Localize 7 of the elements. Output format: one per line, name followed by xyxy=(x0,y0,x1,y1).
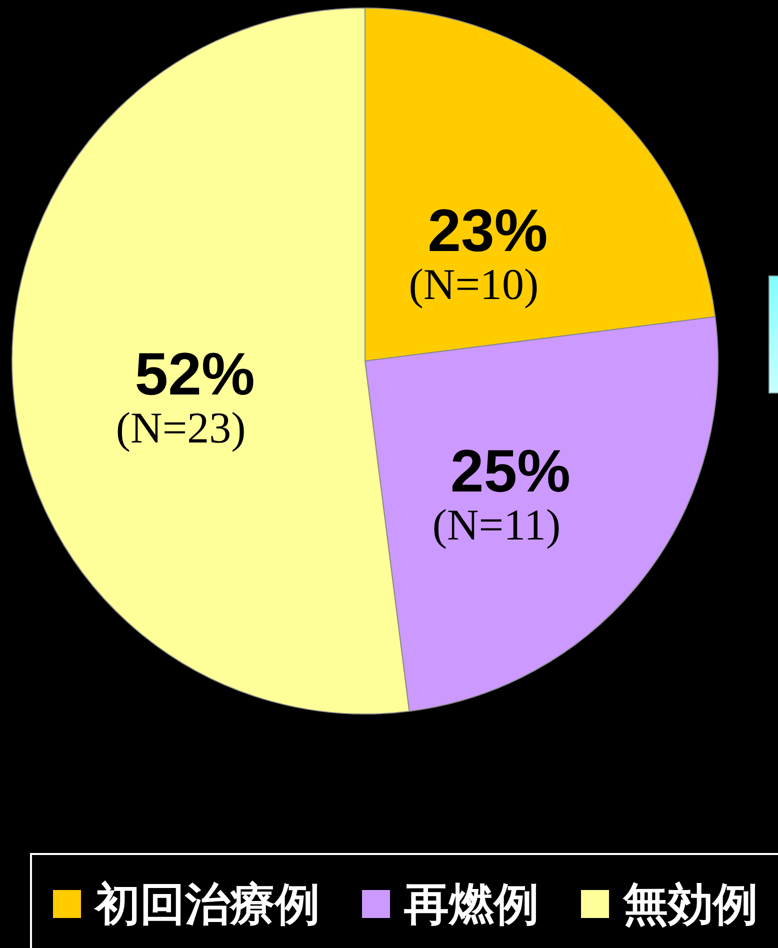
legend-label: 初回治療例 xyxy=(93,878,320,930)
data-label: 52% (N=23) xyxy=(116,340,255,453)
legend-label: 再燃例 xyxy=(403,878,539,930)
pie: 23% (N=10) 25% (N=11) 52% (N=23) xyxy=(12,8,718,714)
data-label: 23% (N=10) xyxy=(408,197,548,310)
data-label: 25% (N=11) xyxy=(432,438,571,550)
legend-label: 無効例 xyxy=(622,878,758,930)
